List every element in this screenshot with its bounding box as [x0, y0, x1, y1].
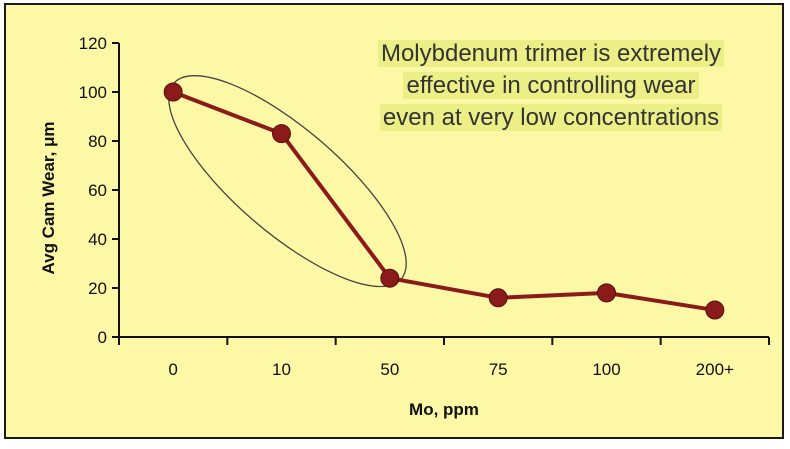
y-tick-label: 80: [88, 132, 107, 151]
labels-layer: 0 20 40 60 80 100 120 0 10 50 75 100 200+ Mo, ppm Avg …: [39, 34, 734, 419]
annotation-box: Molybdenum trimer is extremely effective…: [346, 38, 756, 134]
x-tick-label: 50: [380, 360, 399, 379]
y-tick-label: 120: [79, 34, 107, 53]
x-tick-label: 100: [592, 360, 620, 379]
y-tick-label: 100: [79, 83, 107, 102]
line-chart: 0 20 40 60 80 100 120 0 10 50 75 100 200+ Mo, ppm Avg …: [39, 34, 770, 419]
y-tick-label: 40: [88, 230, 107, 249]
x-tick-label: 0: [168, 360, 177, 379]
x-tick-label: 75: [489, 360, 508, 379]
y-tick-label: 0: [98, 328, 107, 347]
series-layer: [163, 82, 725, 320]
y-tick-label: 20: [88, 279, 107, 298]
data-point: [272, 124, 291, 144]
x-tick-label: 10: [272, 360, 291, 379]
data-point: [597, 283, 616, 303]
annotation-line: Molybdenum trimer is extremely: [346, 38, 756, 70]
chart-frame: 0 20 40 60 80 100 120 0 10 50 75 100 200+ Mo, ppm Avg …: [4, 3, 784, 439]
axes: [112, 42, 770, 345]
data-point: [163, 82, 183, 102]
y-tick-label: 60: [88, 181, 107, 200]
data-point: [705, 300, 725, 320]
data-point: [488, 288, 508, 308]
series-line: [172, 90, 716, 313]
y-axis-title: Avg Cam Wear, μm: [39, 121, 58, 274]
x-axis-title: Mo, ppm: [409, 400, 479, 419]
annotation-line: effective in controlling wear: [346, 70, 756, 102]
x-tick-label: 200+: [696, 360, 734, 379]
data-point: [380, 268, 400, 288]
annotation-line: even at very low concentrations: [346, 102, 756, 134]
